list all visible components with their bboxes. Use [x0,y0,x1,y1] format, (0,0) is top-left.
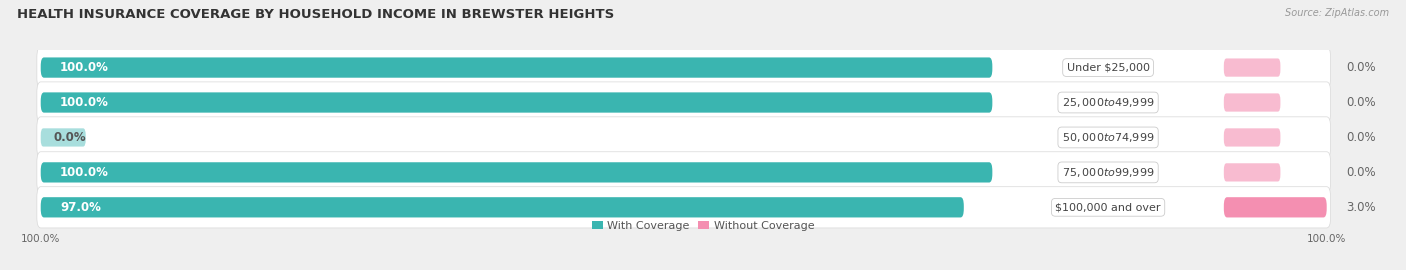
Text: $100,000 and over: $100,000 and over [1056,202,1161,212]
FancyBboxPatch shape [37,187,1330,228]
Text: Source: ZipAtlas.com: Source: ZipAtlas.com [1285,8,1389,18]
Text: 3.0%: 3.0% [1346,201,1375,214]
Text: 100.0%: 100.0% [60,166,108,179]
Text: 0.0%: 0.0% [1346,96,1375,109]
Text: 100.0%: 100.0% [60,96,108,109]
Text: HEALTH INSURANCE COVERAGE BY HOUSEHOLD INCOME IN BREWSTER HEIGHTS: HEALTH INSURANCE COVERAGE BY HOUSEHOLD I… [17,8,614,21]
FancyBboxPatch shape [1223,163,1281,181]
FancyBboxPatch shape [41,92,993,113]
FancyBboxPatch shape [41,58,993,78]
Text: $50,000 to $74,999: $50,000 to $74,999 [1062,131,1154,144]
FancyBboxPatch shape [1223,128,1281,147]
Text: 0.0%: 0.0% [1346,131,1375,144]
FancyBboxPatch shape [41,197,963,217]
Text: $75,000 to $99,999: $75,000 to $99,999 [1062,166,1154,179]
Text: $25,000 to $49,999: $25,000 to $49,999 [1062,96,1154,109]
FancyBboxPatch shape [37,47,1330,88]
FancyBboxPatch shape [1223,93,1281,112]
Text: Under $25,000: Under $25,000 [1067,63,1150,73]
Text: 0.0%: 0.0% [53,131,86,144]
Text: 0.0%: 0.0% [1346,61,1375,74]
FancyBboxPatch shape [37,117,1330,158]
Text: 100.0%: 100.0% [60,61,108,74]
FancyBboxPatch shape [1223,197,1327,217]
FancyBboxPatch shape [41,128,86,147]
FancyBboxPatch shape [1223,58,1281,77]
Text: 0.0%: 0.0% [1346,166,1375,179]
Legend: With Coverage, Without Coverage: With Coverage, Without Coverage [588,216,818,235]
FancyBboxPatch shape [37,82,1330,123]
FancyBboxPatch shape [37,152,1330,193]
FancyBboxPatch shape [41,162,993,183]
Text: 97.0%: 97.0% [60,201,101,214]
